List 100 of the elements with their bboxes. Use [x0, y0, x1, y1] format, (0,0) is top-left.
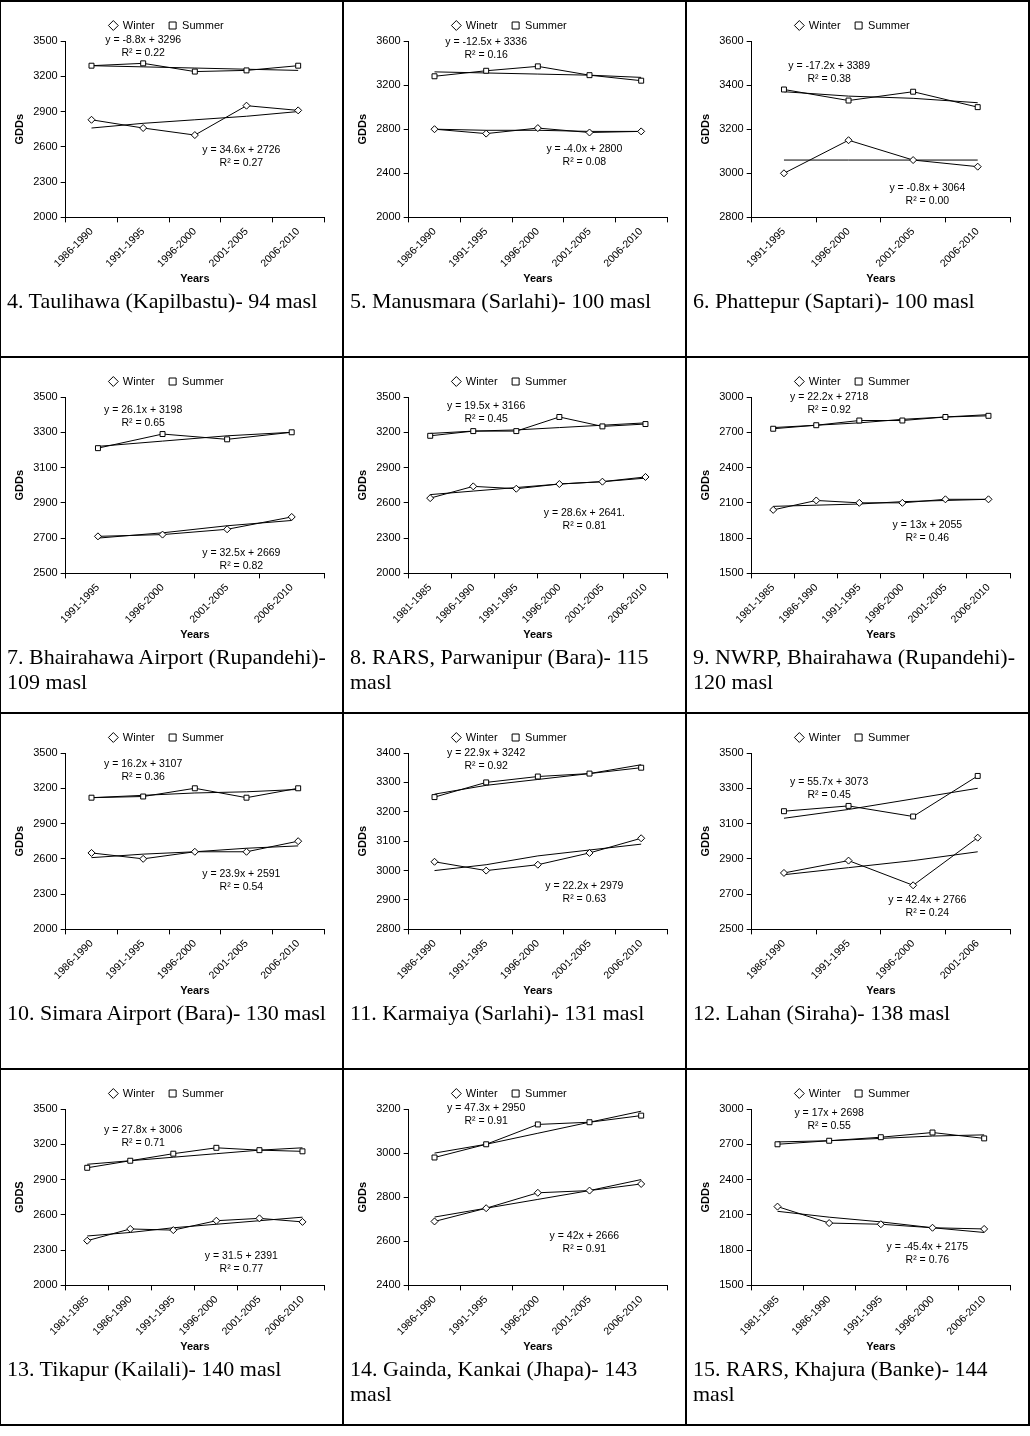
y-tick-label: 3200: [33, 69, 58, 82]
y-axis-title: GDDS: [12, 1181, 25, 1214]
text: 8. RARS, Parwanipur (Bara)- 115 masl: [350, 644, 650, 694]
annotation: y = 13x + 2055: [892, 517, 963, 530]
y-tick-label: 2300: [376, 531, 401, 544]
y-tick-label: 2800: [376, 1190, 401, 1203]
annotation: y = 17x + 2698: [794, 1106, 865, 1119]
y-axis-title: GDDs: [698, 469, 711, 501]
legend-label: Winter: [808, 730, 841, 743]
y-tick-label: 2400: [719, 460, 744, 473]
y-tick-label: 1800: [719, 1243, 744, 1256]
x-axis-title: Years: [523, 628, 553, 641]
annotation: R² = 0.27: [219, 156, 264, 169]
y-tick-label: 3000: [376, 863, 401, 876]
y-tick-label: 3500: [376, 390, 401, 403]
x-axis-title: Years: [866, 628, 896, 641]
y-tick-label: 2400: [376, 166, 401, 179]
annotation: R² = 0.46: [905, 530, 950, 543]
y-tick-label: 2400: [719, 1172, 744, 1185]
y-tick-label: 1800: [719, 531, 744, 544]
y-tick-label: 3200: [33, 781, 58, 794]
y-tick-label: 3000: [719, 166, 744, 179]
x-axis-title: Years: [866, 984, 896, 997]
y-axis-title: GDDs: [355, 469, 368, 501]
annotation: R² = 0.92: [464, 758, 509, 771]
annotation: R² = 0.54: [219, 879, 264, 892]
y-tick-label: 2900: [33, 816, 58, 829]
annotation: R² = 0.00: [905, 194, 950, 207]
y-axis-title: GDDs: [355, 825, 368, 857]
annotation: y = -8.8x + 3296: [105, 33, 182, 45]
x-axis-title: Years: [523, 1340, 553, 1353]
y-tick-label: 3200: [376, 1102, 401, 1115]
x-axis-title: Years: [180, 272, 210, 285]
legend-label: Winter: [122, 1086, 155, 1099]
annotation: R² = 0.71: [121, 1135, 166, 1148]
y-tick-label: 3500: [33, 746, 58, 759]
annotation: y = 23.9x + 2591: [202, 866, 281, 879]
annotation: R² = 0.24: [905, 906, 950, 919]
y-tick-label: 3300: [719, 781, 744, 794]
y-axis-title: GDDs: [355, 1181, 368, 1213]
y-axis-title: GDDs: [698, 113, 711, 145]
annotation: R² = 0.16: [464, 48, 509, 61]
annotation: y = 34.6x + 2726: [202, 143, 281, 156]
text: 12. Lahan (Siraha)- 138 masl: [693, 1000, 952, 1025]
annotation: y = 42x + 2666: [549, 1229, 620, 1242]
annotation: y = -0.8x + 3064: [889, 181, 966, 194]
annotation: y = 55.7x + 3073: [790, 774, 869, 787]
y-tick-label: 2900: [719, 851, 744, 864]
text: 6. Phattepur (Saptari)- 100 masl: [693, 288, 976, 313]
annotation: y = 16.2x + 3107: [104, 757, 183, 770]
legend-label: Summer: [182, 18, 225, 31]
y-tick-label: 2000: [376, 210, 401, 223]
x-axis-title: Years: [180, 628, 210, 641]
text: 7. Bhairahawa Airport (Rupandehi)- 109 masl: [7, 644, 327, 694]
y-tick-label: 2600: [376, 1234, 401, 1247]
annotation: R² = 0.45: [464, 411, 509, 424]
y-axis-title: GDDs: [698, 825, 711, 857]
y-tick-label: 3500: [33, 390, 58, 403]
y-tick-label: 2500: [719, 922, 744, 935]
y-tick-label: 2300: [33, 887, 58, 900]
annotation: y = 22.2x + 2979: [545, 878, 624, 891]
y-tick-label: 2900: [376, 893, 401, 906]
text: 4. Taulihawa (Kapilbastu)- 94 masl: [7, 288, 319, 313]
annotation: R² = 0.45: [807, 787, 852, 800]
y-tick-label: 2100: [719, 1207, 744, 1220]
y-tick-label: 2100: [719, 495, 744, 508]
x-axis-title: Years: [866, 272, 896, 285]
y-tick-label: 3400: [376, 746, 401, 759]
annotation: y = 19.5x + 3166: [447, 398, 526, 411]
y-tick-label: 2700: [719, 887, 744, 900]
annotation: R² = 0.36: [121, 770, 166, 783]
x-axis-title: Years: [866, 1340, 896, 1353]
y-tick-label: 2000: [33, 210, 58, 223]
y-tick-label: 3100: [33, 460, 58, 473]
y-axis-title: GDDs: [698, 1181, 711, 1213]
y-tick-label: 1500: [719, 566, 744, 579]
legend-label: Summer: [182, 1086, 225, 1099]
y-tick-label: 2800: [376, 922, 401, 935]
text: 14. Gainda, Kankai (Jhapa)- 143 masl: [350, 1356, 639, 1406]
legend-label: Winter: [465, 374, 498, 387]
annotation: y = -45.4x + 2175: [886, 1240, 969, 1253]
y-tick-label: 3300: [376, 775, 401, 788]
y-tick-label: 2300: [33, 175, 58, 188]
y-tick-label: 3200: [376, 78, 401, 91]
y-tick-label: 2000: [376, 566, 401, 579]
x-axis-title: Years: [180, 984, 210, 997]
x-axis-title: Years: [180, 1340, 210, 1353]
annotation: R² = 0.77: [219, 1261, 264, 1274]
y-tick-label: 2300: [33, 1243, 58, 1256]
text: 9. NWRP, Bhairahawa (Rupandehi)- 120 masl: [693, 644, 1016, 694]
legend-label: Summer: [525, 730, 568, 743]
legend-label: Winter: [465, 730, 498, 743]
y-tick-label: 3500: [33, 1102, 58, 1115]
legend-label: Summer: [525, 374, 568, 387]
y-axis-title: GDDs: [12, 113, 25, 145]
x-axis-title: Years: [523, 272, 553, 285]
y-tick-label: 1500: [719, 1278, 744, 1291]
y-tick-label: 2700: [33, 531, 58, 544]
annotation: R² = 0.08: [562, 154, 607, 167]
annotation: y = 42.4x + 2766: [888, 893, 967, 906]
